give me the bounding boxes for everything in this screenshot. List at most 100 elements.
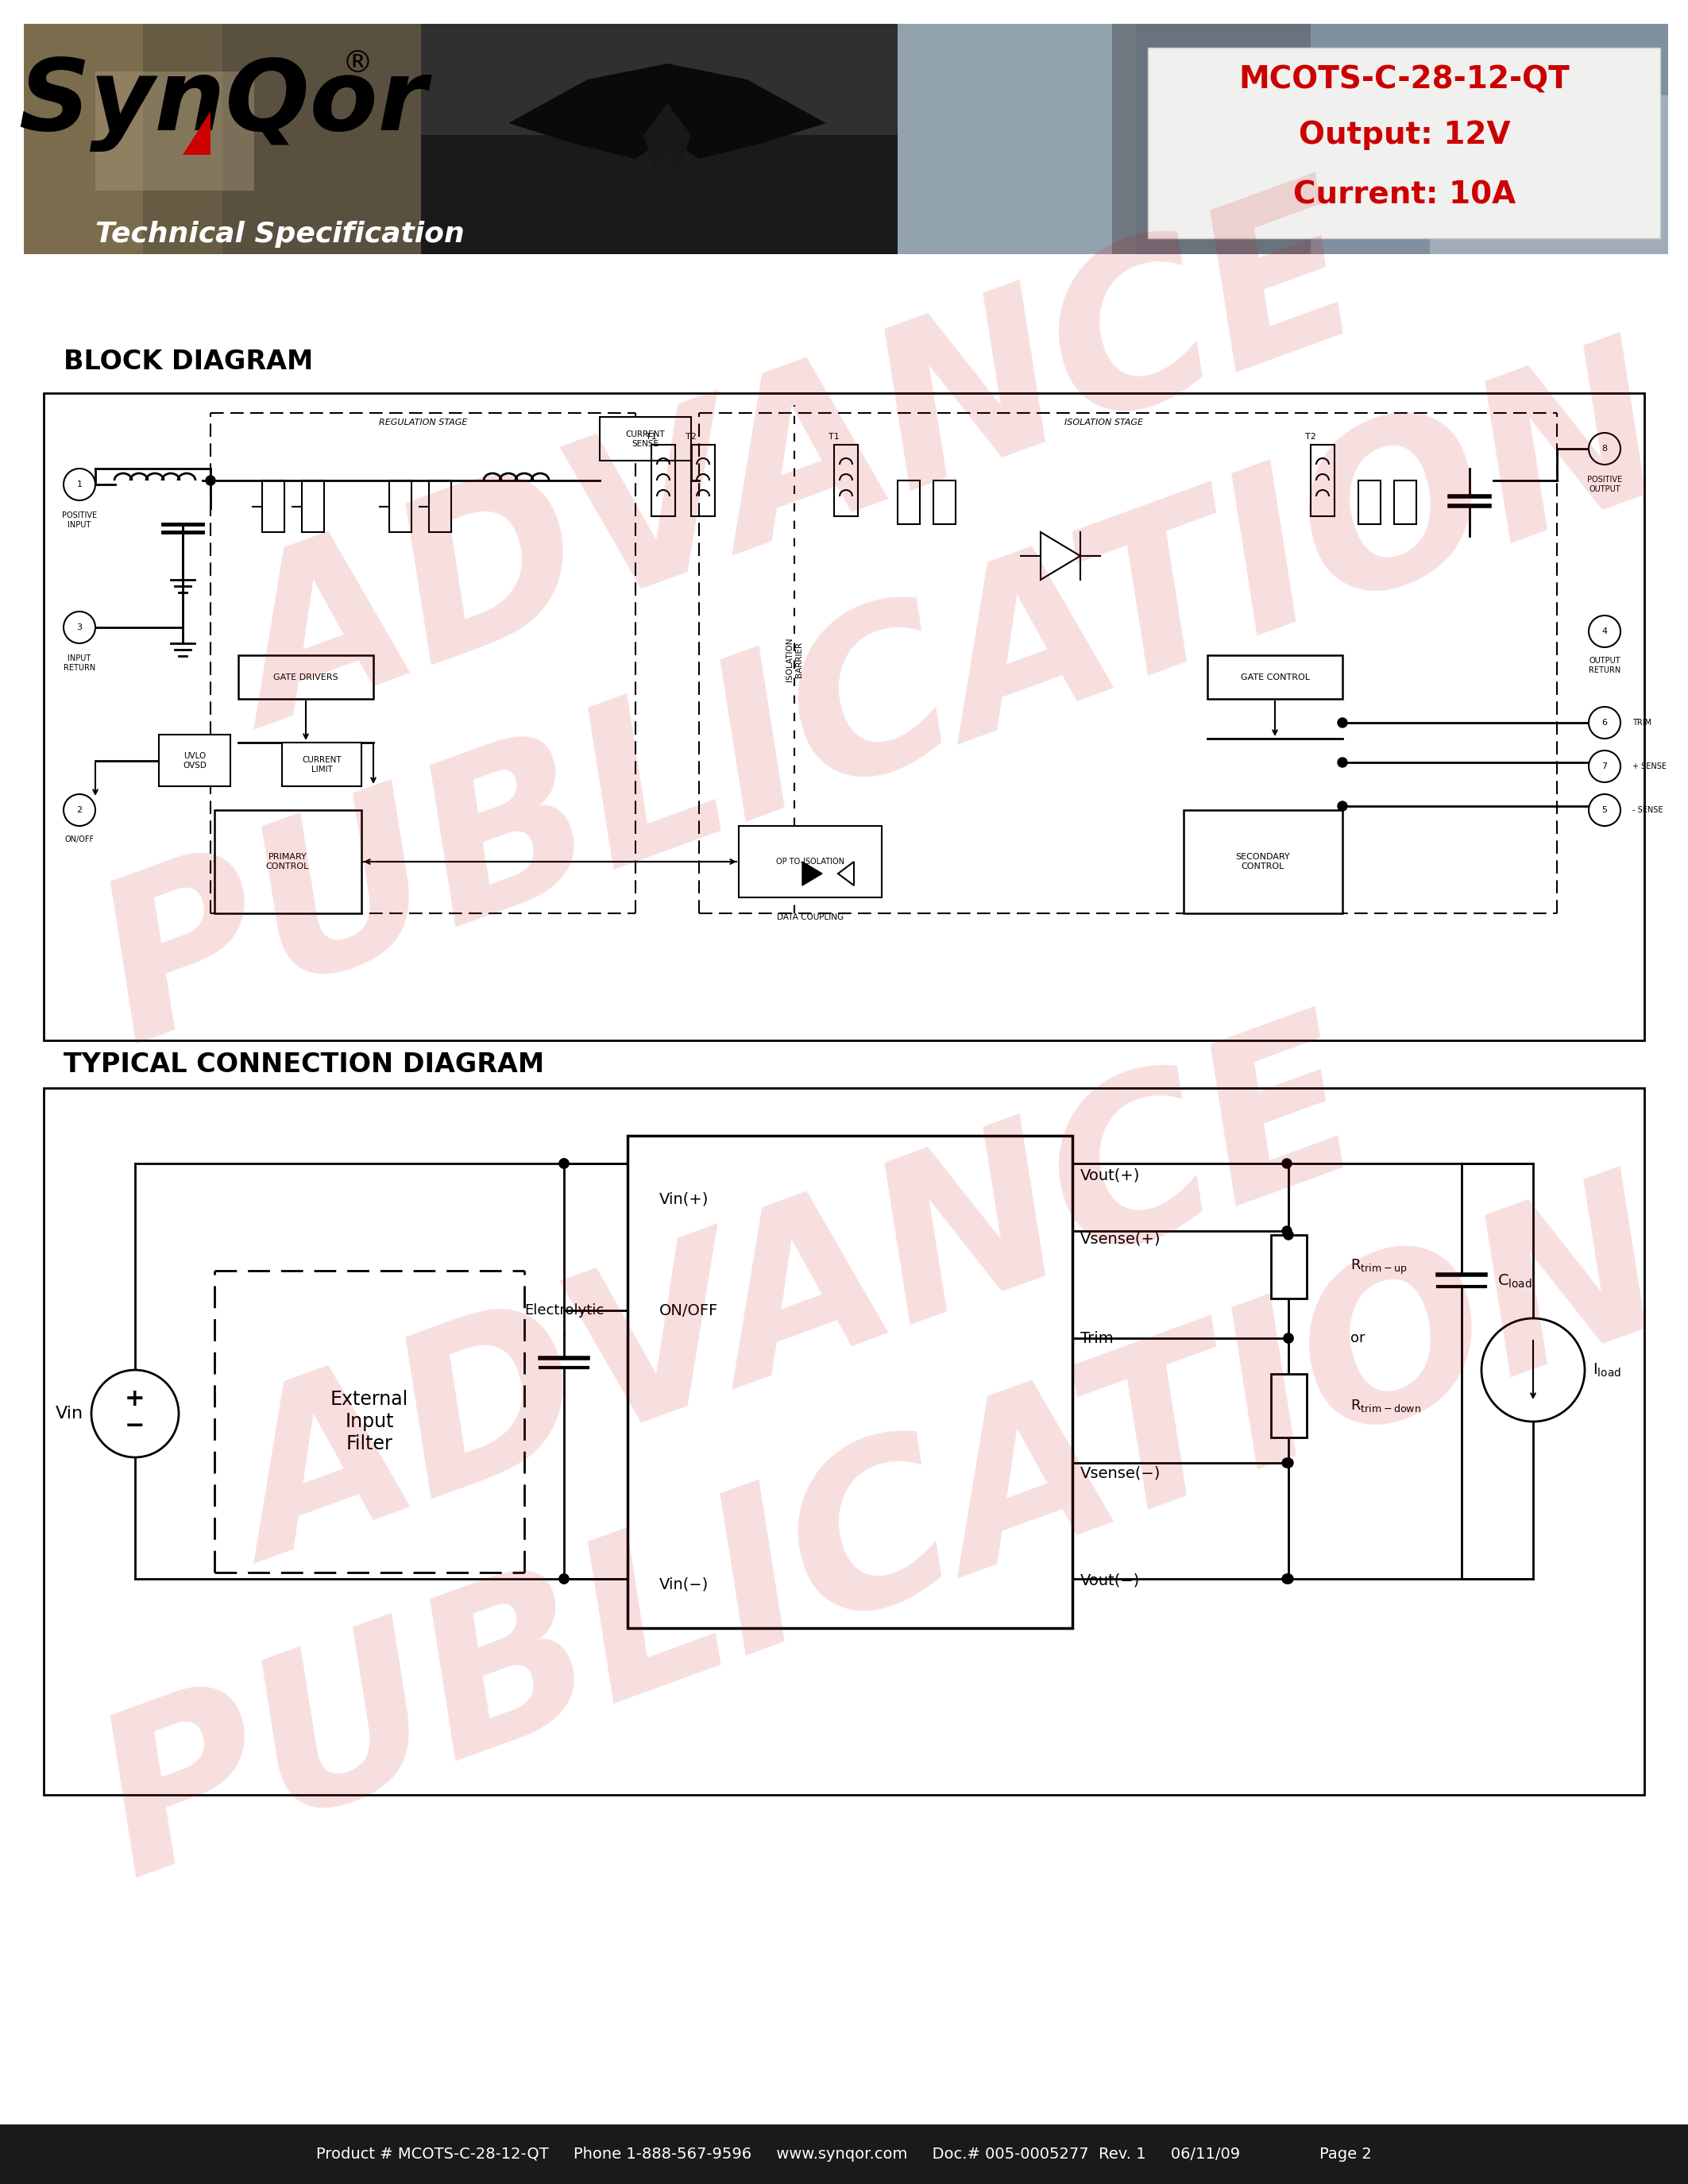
Bar [599, 417, 690, 461]
Bar [739, 826, 881, 898]
Bar [628, 1136, 1072, 1627]
Circle shape [206, 476, 216, 485]
Polygon shape [508, 63, 825, 159]
Circle shape [64, 795, 95, 826]
Text: ADVANCE
PUBLICATION: ADVANCE PUBLICATION [0, 922, 1688, 1920]
Polygon shape [182, 111, 211, 155]
Circle shape [91, 1369, 179, 1457]
Text: ®: ® [343, 48, 373, 79]
Text: 6: 6 [1602, 719, 1607, 727]
Bar [44, 1088, 1644, 1795]
Bar [390, 480, 412, 533]
Circle shape [1283, 1334, 1293, 1343]
Bar [1430, 96, 1668, 253]
Text: CURRENT
SENSE: CURRENT SENSE [625, 430, 665, 448]
Circle shape [559, 1575, 569, 1583]
Circle shape [1337, 758, 1347, 767]
Circle shape [1588, 432, 1620, 465]
Text: Vsense(+): Vsense(+) [1080, 1232, 1161, 1247]
Bar [1271, 1374, 1307, 1437]
Bar [214, 810, 361, 913]
Text: Current: 10A: Current: 10A [1293, 179, 1516, 210]
Text: Vsense(−): Vsense(−) [1080, 1465, 1161, 1481]
Bar [95, 72, 255, 190]
Bar [262, 480, 284, 533]
Text: + SENSE: + SENSE [1632, 762, 1666, 771]
Text: OP TO-ISOLATION: OP TO-ISOLATION [776, 858, 844, 865]
Text: POSITIVE
OUTPUT: POSITIVE OUTPUT [1587, 476, 1622, 494]
Circle shape [1283, 1575, 1293, 1583]
Text: Technical Specification: Technical Specification [95, 221, 464, 247]
Circle shape [559, 1575, 569, 1583]
Text: C$_{\rm load}$: C$_{\rm load}$ [1497, 1273, 1533, 1289]
Circle shape [1588, 751, 1620, 782]
Text: −: − [125, 1413, 145, 1437]
Text: ON/OFF: ON/OFF [660, 1304, 719, 1317]
Bar [1183, 810, 1342, 913]
Text: T2: T2 [1305, 432, 1317, 441]
Bar [1310, 446, 1335, 515]
Bar [238, 655, 373, 699]
Circle shape [1283, 1459, 1291, 1468]
Text: Vin(+): Vin(+) [660, 1192, 709, 1208]
Text: 7: 7 [1602, 762, 1607, 771]
Bar [898, 480, 920, 524]
Text: Output: 12V: Output: 12V [1298, 120, 1511, 151]
Text: TYPICAL CONNECTION DIAGRAM: TYPICAL CONNECTION DIAGRAM [64, 1051, 544, 1077]
Text: Vout(−): Vout(−) [1080, 1572, 1139, 1588]
Text: 3: 3 [76, 622, 83, 631]
Text: +: + [125, 1387, 145, 1411]
Text: 8: 8 [1602, 446, 1607, 452]
Text: PRIMARY
CONTROL: PRIMARY CONTROL [267, 854, 309, 869]
Circle shape [559, 1160, 569, 1168]
Bar [24, 24, 223, 253]
Bar [159, 734, 230, 786]
Circle shape [1283, 1575, 1291, 1583]
Circle shape [1283, 1225, 1291, 1236]
Text: T1: T1 [647, 432, 657, 441]
Text: Product # MCOTS-C-28-12-QT     Phone 1-888-567-9596     www.synqor.com     Doc.#: Product # MCOTS-C-28-12-QT Phone 1-888-5… [316, 2147, 1372, 2162]
Text: REGULATION STAGE: REGULATION STAGE [378, 419, 468, 426]
Text: 1: 1 [76, 480, 83, 489]
Circle shape [1283, 1230, 1293, 1241]
Bar [429, 480, 451, 533]
Bar [302, 480, 324, 533]
Text: ADVANCE
PUBLICATION: ADVANCE PUBLICATION [0, 90, 1688, 1088]
Bar [420, 24, 898, 253]
Text: BLOCK DIAGRAM: BLOCK DIAGRAM [64, 347, 314, 373]
Text: ON/OFF: ON/OFF [64, 836, 95, 843]
Polygon shape [643, 103, 690, 170]
Bar [0, 0, 1688, 262]
Bar [898, 24, 1136, 253]
Text: GATE CONTROL: GATE CONTROL [1241, 673, 1310, 681]
Circle shape [1482, 1319, 1585, 1422]
Circle shape [1588, 616, 1620, 646]
Text: 4: 4 [1602, 627, 1607, 636]
Text: 5: 5 [1602, 806, 1607, 815]
Circle shape [1283, 1334, 1293, 1343]
Bar [44, 393, 1644, 1040]
Text: CURRENT
LIMIT: CURRENT LIMIT [302, 756, 341, 773]
Text: R$_{\rm trim-up}$: R$_{\rm trim-up}$ [1350, 1258, 1408, 1275]
Bar [1271, 1234, 1307, 1299]
Circle shape [1283, 1459, 1293, 1468]
Text: DATA COUPLING: DATA COUPLING [776, 913, 844, 922]
Text: UVLO
OVSD: UVLO OVSD [182, 751, 206, 769]
Circle shape [1588, 795, 1620, 826]
Text: INPUT
RETURN: INPUT RETURN [64, 655, 96, 673]
Bar [1359, 480, 1381, 524]
Polygon shape [802, 863, 822, 885]
Bar [420, 135, 898, 253]
Bar [1207, 655, 1342, 699]
Bar [933, 480, 955, 524]
Circle shape [64, 612, 95, 644]
Text: T1: T1 [829, 432, 839, 441]
Text: GATE DRIVERS: GATE DRIVERS [273, 673, 338, 681]
Bar [1394, 480, 1416, 524]
Text: SECONDARY
CONTROL: SECONDARY CONTROL [1236, 854, 1290, 869]
Bar [24, 24, 143, 253]
Text: Trim: Trim [1080, 1330, 1114, 1345]
Text: I$_{\rm load}$: I$_{\rm load}$ [1593, 1361, 1620, 1378]
Text: 2: 2 [76, 806, 83, 815]
Text: R$_{\rm trim-down}$: R$_{\rm trim-down}$ [1350, 1398, 1421, 1413]
